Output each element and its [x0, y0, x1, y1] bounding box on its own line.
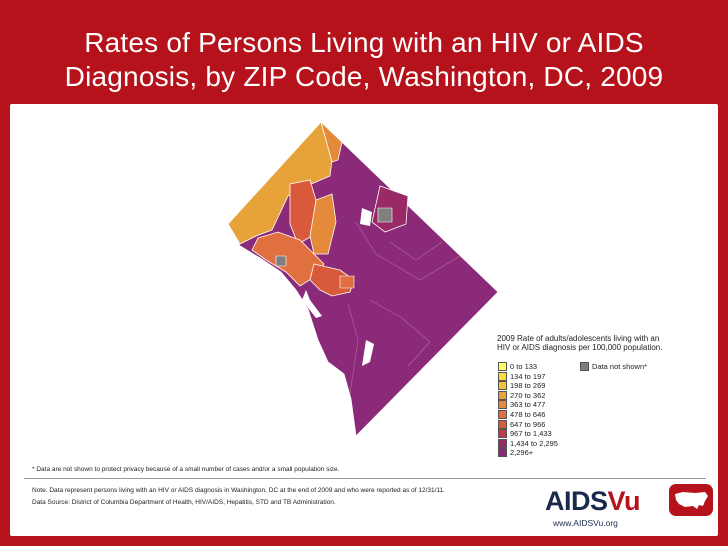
island-gap	[362, 340, 374, 366]
title-line-2: Diagnosis, by ZIP Code, Washington, DC, …	[64, 61, 664, 92]
legend-swatch	[498, 371, 507, 381]
legend-item: 0 to 133	[498, 362, 537, 372]
legend-label: 967 to 1,433	[510, 429, 552, 439]
title-line-1: Rates of Persons Living with an HIV or A…	[84, 27, 644, 58]
legend-swatch	[498, 381, 507, 391]
content-panel: 2009 Rate of adults/adolescents living w…	[10, 104, 718, 536]
legend-label: 647 to 966	[510, 419, 546, 429]
title-band: Rates of Persons Living with an HIV or A…	[0, 0, 728, 118]
legend-label: 0 to 133	[510, 362, 538, 371]
legend-label: 478 to 646	[510, 410, 546, 419]
privacy-footnote: * Data are not shown to protect privacy …	[32, 466, 340, 473]
us-map-icon	[669, 484, 713, 516]
dc-zip-map	[227, 120, 499, 437]
zip-zone-northwest	[227, 121, 333, 245]
zip-zone-na-west	[275, 255, 287, 267]
dc-outline	[229, 121, 499, 437]
legend-label: 1,434 to 2,295	[510, 438, 558, 448]
logo-part-vu: Vu	[607, 486, 641, 516]
legend-item: 363 to 477	[498, 400, 545, 410]
data-source-text: Data Source: District of Columbia Depart…	[32, 499, 336, 506]
zip-boundary-4	[347, 303, 359, 395]
legend-title-line-2: HIV or AIDS diagnosis per 100,000 popula…	[497, 343, 663, 352]
logo-wordmark: AIDSVu	[545, 486, 641, 516]
legend-title: 2009 Rate of adults/adolescents living w…	[497, 334, 697, 352]
legend-swatch	[498, 448, 507, 458]
legend-item: 478 to 646	[498, 410, 545, 420]
zip-zone-na-north	[377, 207, 393, 223]
legend-item: 2,296+	[498, 448, 533, 458]
zip-zone-downtown-east	[339, 275, 355, 289]
divider	[24, 478, 706, 479]
legend-swatch	[498, 429, 507, 439]
legend-item: 270 to 362	[498, 390, 546, 401]
legend-swatch	[498, 362, 507, 371]
legend-label: 134 to 197	[510, 371, 546, 381]
zip-boundary-2	[369, 299, 431, 367]
legend-label: 363 to 477	[510, 400, 546, 410]
river-gap	[302, 290, 322, 318]
legend-item: 198 to 269	[498, 381, 545, 391]
legend-item: 647 to 966	[498, 419, 546, 430]
legend-item: 967 to 1,433	[498, 429, 552, 439]
park-gap-north	[360, 208, 372, 226]
aidsvu-logo: AIDSVu www.AIDSVu.org	[545, 484, 715, 530]
legend-label: 2,296+	[510, 448, 534, 458]
zip-zone-north-tip	[320, 120, 343, 163]
legend-label: 270 to 362	[510, 390, 546, 400]
logo-part-aids: AIDS	[545, 486, 608, 516]
zip-zone-central-orange	[309, 193, 337, 255]
zip-boundary-1	[355, 221, 461, 281]
legend-data-not-shown: Data not shown*	[580, 362, 647, 372]
legend-item: 1,434 to 2,295	[498, 438, 558, 449]
legend-swatch	[498, 400, 507, 410]
legend-label-na: Data not shown*	[592, 362, 648, 371]
legend-title-line-1: 2009 Rate of adults/adolescents living w…	[497, 334, 660, 343]
legend-swatch	[498, 419, 507, 429]
legend-item: 134 to 197	[498, 371, 546, 382]
zip-boundary-3	[389, 241, 443, 261]
legend-label: 198 to 269	[510, 381, 546, 391]
legend-swatch	[498, 390, 507, 400]
note-text: Note. Data represent persons living with…	[32, 487, 445, 494]
logo-url: www.AIDSVu.org	[553, 518, 618, 528]
legend-swatch	[498, 410, 507, 419]
legend-swatch-na	[580, 362, 589, 371]
legend-swatch	[498, 438, 507, 448]
